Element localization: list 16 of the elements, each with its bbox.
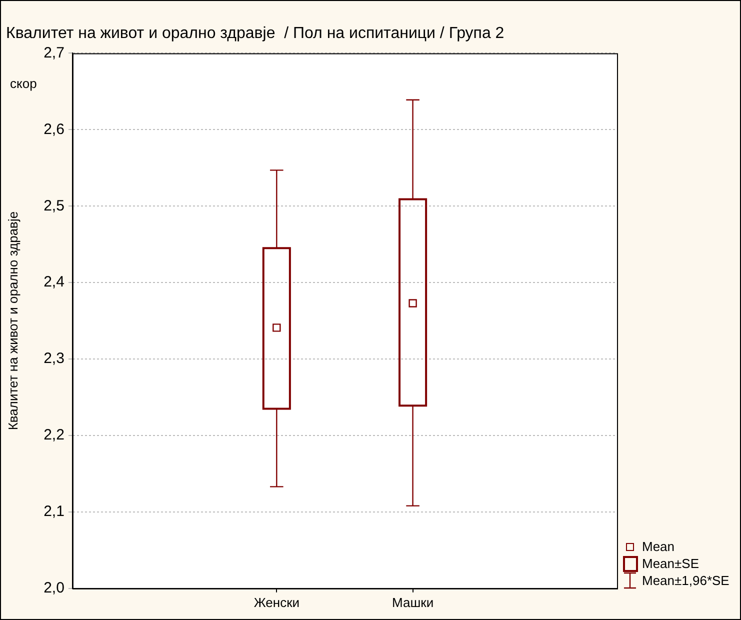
x-tick-label: Женски — [254, 594, 300, 610]
x-tick-label: Машки — [392, 594, 434, 610]
y-tick-label: 2,5 — [44, 197, 64, 214]
y-tick-label: 2,0 — [44, 580, 64, 597]
text: Mean±SE — [642, 555, 699, 572]
text: скор — [10, 76, 37, 91]
y-tick-label: 2,4 — [44, 274, 64, 291]
text: Mean±1,96*SE — [642, 572, 730, 589]
y-tick-label: 2,1 — [44, 503, 64, 520]
y-tick-label: 2,6 — [44, 120, 64, 138]
chart-title: Квалитет на живот и орално здравје / Пол на испитаници / Група 2 — [6, 25, 504, 42]
y-tick-label: 2,3 — [44, 350, 64, 368]
text: Mean — [642, 538, 675, 555]
y-tick-label: 2,2 — [44, 426, 64, 444]
y-axis-title: Квалитет на живот и орално здравје — [5, 211, 20, 430]
y-tick-label: 2,7 — [44, 44, 64, 62]
